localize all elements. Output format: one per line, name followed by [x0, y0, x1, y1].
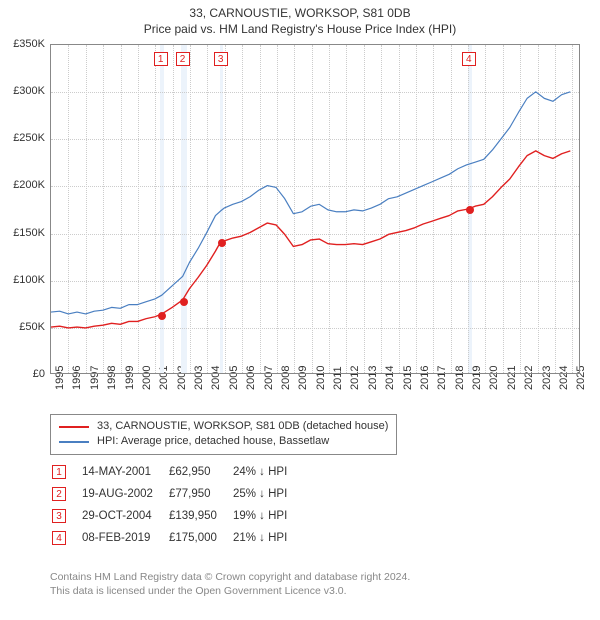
- sale-marker-icon: 1: [52, 465, 66, 479]
- sale-date: 08-FEB-2019: [82, 528, 167, 548]
- sale-delta: 24% ↓ HPI: [233, 462, 301, 482]
- plot-area: [50, 44, 580, 374]
- page-subtitle: Price paid vs. HM Land Registry's House …: [0, 22, 600, 38]
- sale-dot: [180, 298, 188, 306]
- y-tick-label: £350K: [3, 38, 45, 50]
- footnote-line: Contains HM Land Registry data © Crown c…: [50, 570, 410, 584]
- sale-dot: [158, 312, 166, 320]
- line-property: [51, 151, 570, 328]
- sale-marker-label: 2: [176, 52, 190, 66]
- legend: 33, CARNOUSTIE, WORKSOP, S81 0DB (detach…: [50, 414, 397, 455]
- sales-row: 3 29-OCT-2004£139,95019% ↓ HPI: [52, 506, 301, 526]
- sale-marker-label: 1: [154, 52, 168, 66]
- sale-price: £175,000: [169, 528, 231, 548]
- footnote: Contains HM Land Registry data © Crown c…: [50, 570, 410, 598]
- y-tick-label: £0: [3, 368, 45, 380]
- sale-date: 19-AUG-2002: [82, 484, 167, 504]
- sales-table: 1 14-MAY-2001£62,95024% ↓ HPI 2 19-AUG-2002…: [50, 460, 303, 550]
- sales-row: 4 08-FEB-2019£175,00021% ↓ HPI: [52, 528, 301, 548]
- sale-marker-icon: 2: [52, 487, 66, 501]
- sale-dot: [466, 206, 474, 214]
- sale-marker-icon: 3: [52, 509, 66, 523]
- sale-price: £62,950: [169, 462, 231, 482]
- chart-container: 33, CARNOUSTIE, WORKSOP, S81 0DB Price p…: [0, 0, 600, 620]
- sale-delta: 19% ↓ HPI: [233, 506, 301, 526]
- line-hpi: [51, 92, 570, 314]
- y-tick-label: £200K: [3, 179, 45, 191]
- sale-marker-label: 3: [214, 52, 228, 66]
- sale-delta: 21% ↓ HPI: [233, 528, 301, 548]
- legend-swatch: [59, 426, 89, 428]
- sale-marker-icon: 4: [52, 531, 66, 545]
- y-tick-label: £100K: [3, 274, 45, 286]
- sales-row: 1 14-MAY-2001£62,95024% ↓ HPI: [52, 462, 301, 482]
- legend-label: HPI: Average price, detached house, Bass…: [97, 434, 329, 449]
- sale-price: £139,950: [169, 506, 231, 526]
- line-layer: [51, 45, 579, 373]
- legend-item-hpi: HPI: Average price, detached house, Bass…: [59, 434, 388, 449]
- y-tick-label: £250K: [3, 132, 45, 144]
- y-tick-label: £150K: [3, 227, 45, 239]
- legend-item-property: 33, CARNOUSTIE, WORKSOP, S81 0DB (detach…: [59, 419, 388, 434]
- sales-row: 2 19-AUG-2002£77,95025% ↓ HPI: [52, 484, 301, 504]
- legend-swatch: [59, 441, 89, 443]
- y-tick-label: £300K: [3, 85, 45, 97]
- sale-delta: 25% ↓ HPI: [233, 484, 301, 504]
- legend-label: 33, CARNOUSTIE, WORKSOP, S81 0DB (detach…: [97, 419, 388, 434]
- y-tick-label: £50K: [3, 321, 45, 333]
- sale-date: 29-OCT-2004: [82, 506, 167, 526]
- sale-date: 14-MAY-2001: [82, 462, 167, 482]
- sale-price: £77,950: [169, 484, 231, 504]
- page-title: 33, CARNOUSTIE, WORKSOP, S81 0DB: [0, 0, 600, 22]
- sale-dot: [218, 239, 226, 247]
- sale-marker-label: 4: [462, 52, 476, 66]
- footnote-line: This data is licensed under the Open Gov…: [50, 584, 410, 598]
